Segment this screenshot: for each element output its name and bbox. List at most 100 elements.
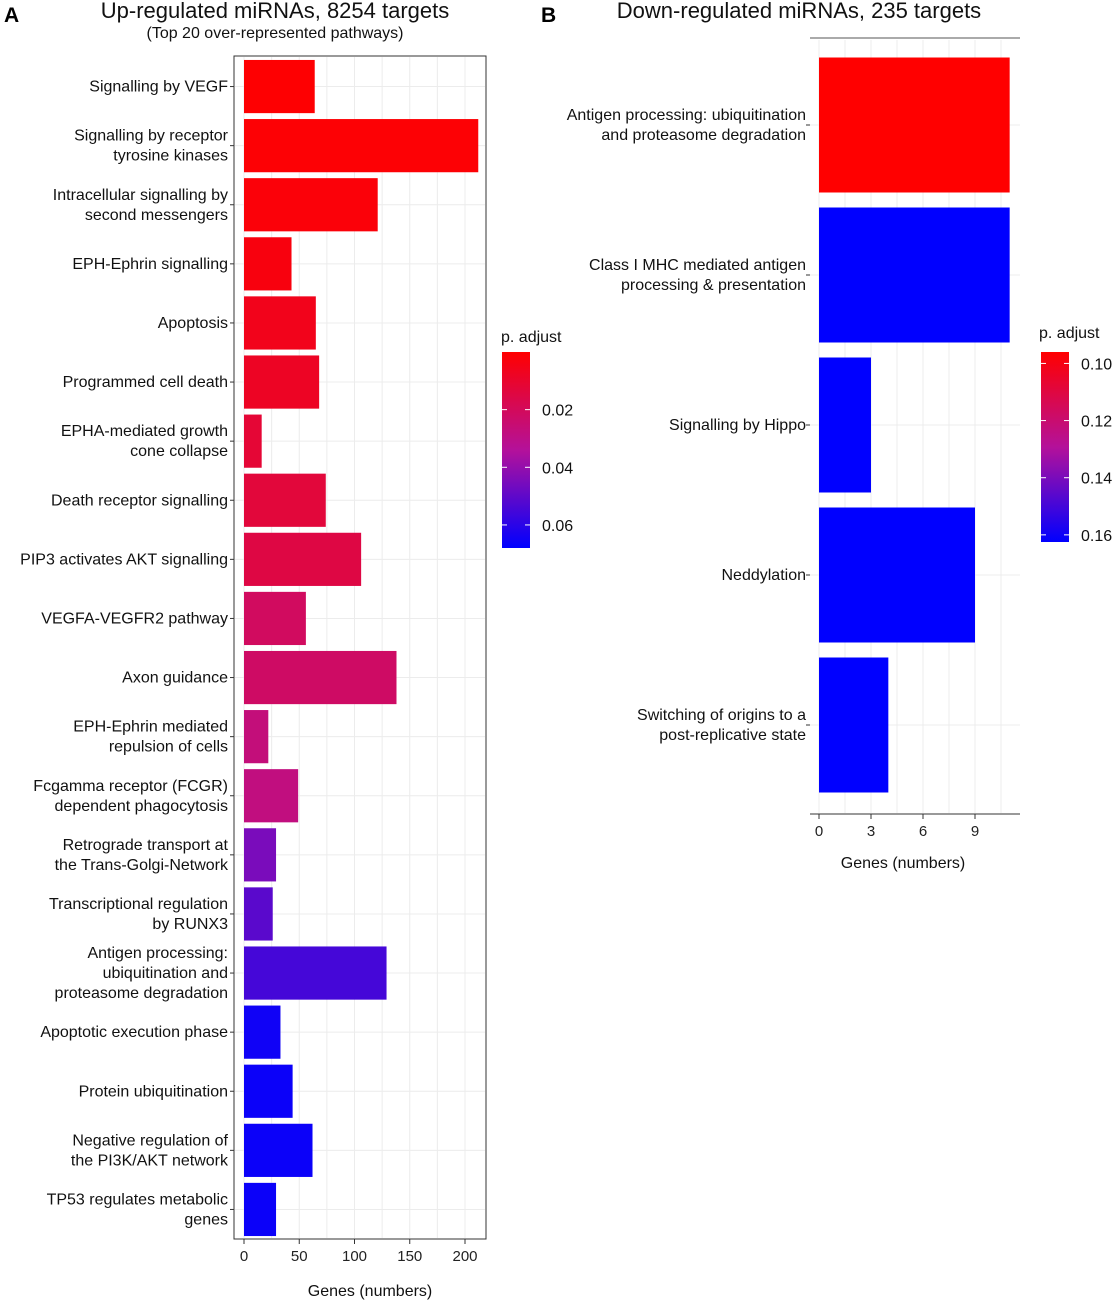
b-category-label: Switching of origins to a [637,707,806,724]
panel-a-bars [244,59,479,1237]
panel-b-x-axis-label: Genes (numbers) [841,855,966,872]
panel-b-title: Down-regulated miRNAs, 235 targets [617,0,981,23]
a-bar [244,178,378,232]
a-legend-tick-label: 0.02 [542,403,573,420]
a-bar [244,296,316,350]
b-legend-tick-label: 0.14 [1081,471,1112,488]
a-bar [244,591,306,646]
a-bar [244,1123,313,1177]
panel-b-letter: B [541,4,556,27]
a-bar [244,355,320,409]
b-category-label: processing & presentation [621,277,806,294]
panel-a-legend-title: p. adjust [501,329,562,346]
b-bar [819,657,889,793]
a-category-label: VEGFA-VEGFR2 pathway [41,610,228,627]
a-category-label: Apoptosis [158,315,228,332]
a-category-label: cone collapse [130,443,228,460]
panel-a-letter: A [4,4,19,27]
a-x-tick-label: 0 [240,1248,248,1265]
panel-b-bars [819,57,1010,793]
panel-b-legend-colorbar [1041,352,1069,542]
b-bar [819,207,1010,343]
a-category-label: Fcgamma receptor (FCGR) [33,778,228,795]
b-x-tick-label: 0 [815,823,823,840]
a-bar [244,532,362,586]
a-bar [244,119,479,173]
a-bar [244,1064,293,1118]
a-bar [244,1005,281,1059]
a-category-label: EPH-Ephrin mediated [73,719,228,736]
a-category-label: Negative regulation of [72,1132,228,1149]
panel-b: B Down-regulated miRNAs, 235 targets Ant… [541,0,1112,872]
a-category-label: PIP3 activates AKT signalling [20,551,228,568]
b-x-tick-label: 6 [919,823,927,840]
a-category-label: Transcriptional regulation [49,896,228,913]
a-category-label: dependent phagocytosis [55,798,228,815]
a-category-label: EPH-Ephrin signalling [72,256,228,273]
a-category-label: Axon guidance [122,670,228,687]
a-x-tick-label: 100 [342,1248,367,1265]
panel-a-category-labels: Signalling by VEGF Signalling by receptor… [20,79,234,1228]
b-bar [819,57,1010,193]
a-category-label: genes [184,1211,228,1228]
a-legend-tick-label: 0.04 [542,460,573,477]
a-bar [244,1182,277,1237]
panel-a-x-axis: 0 50 100 150 200 [240,1239,478,1265]
a-category-label: Signalling by receptor [74,128,229,145]
a-category-label: ubiquitination and [103,965,228,982]
a-category-label: Signalling by VEGF [89,79,228,96]
b-bar [819,357,871,493]
b-x-tick-label: 9 [971,823,979,840]
a-category-label: second messengers [85,207,228,224]
a-category-label: Antigen processing: [87,945,228,962]
a-category-label: Intracellular signalling by [53,187,228,204]
panel-b-legend-title: p. adjust [1039,325,1100,342]
a-category-label: tyrosine kinases [113,148,228,165]
b-category-label: post-replicative state [659,727,806,744]
b-category-label: Signalling by Hippo [669,417,806,434]
a-bar [244,237,292,291]
a-category-label: TP53 regulates metabolic [47,1191,228,1208]
b-bar [819,507,975,643]
a-category-label: by RUNX3 [152,916,228,933]
a-bar [244,59,315,114]
b-category-label: and proteasome degradation [601,127,806,144]
a-bar [244,650,397,705]
b-category-label: Neddylation [722,567,807,584]
a-category-label: Death receptor signalling [51,492,228,509]
panel-a-x-axis-label: Genes (numbers) [308,1283,433,1300]
a-category-label: Retrograde transport at [63,837,229,854]
a-category-label: repulsion of cells [109,739,228,756]
a-bar [244,473,326,527]
b-legend-tick-label: 0.10 [1081,356,1112,373]
a-category-label: EPHA-mediated growth [61,423,228,440]
a-bar [244,710,269,764]
a-x-tick-label: 200 [452,1248,477,1265]
panel-a-legend: p. adjust 0.02 0.04 0.06 [501,329,573,548]
panel-b-category-labels: Antigen processing: ubiquitination and pr… [567,107,810,744]
a-category-label: proteasome degradation [55,985,228,1002]
a-bar [244,828,277,882]
a-category-label: the Trans-Golgi-Network [55,857,229,874]
a-legend-tick-label: 0.06 [542,518,573,535]
a-category-label: Protein ubiquitination [79,1083,228,1100]
panel-a-gridlines [235,57,485,1238]
b-category-label: Class I MHC mediated antigen [589,257,806,274]
a-bar [244,769,299,823]
a-bar [244,414,262,468]
a-category-label: the PI3K/AKT network [71,1152,229,1169]
a-bar [244,887,273,941]
panel-b-legend: p. adjust 0.10 0.12 0.14 0.16 [1039,325,1112,545]
a-x-tick-label: 50 [291,1248,308,1265]
panel-a-subtitle: (Top 20 over-represented pathways) [146,25,403,42]
a-category-label: Programmed cell death [63,374,228,391]
panel-a: A Up-regulated miRNAs, 8254 targets (Top… [4,0,573,1300]
a-bar [244,946,387,1000]
panel-a-legend-colorbar [502,352,530,548]
panel-a-title: Up-regulated miRNAs, 8254 targets [101,0,450,23]
panel-a-plot-border [233,55,487,1240]
panel-b-x-axis: 0 3 6 9 [815,814,979,840]
b-category-label: Antigen processing: ubiquitination [567,107,806,124]
a-category-label: Apoptotic execution phase [40,1024,228,1041]
